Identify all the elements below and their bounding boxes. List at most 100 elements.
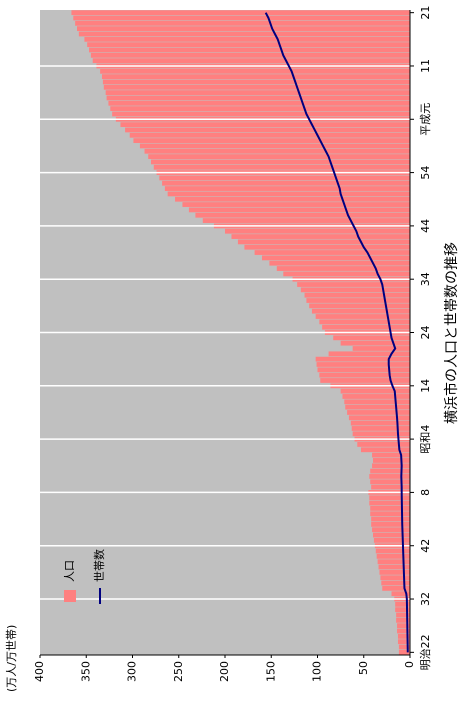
bar [345, 404, 410, 410]
bar [139, 143, 410, 149]
bar [78, 31, 410, 37]
y-tick-label: 200 [218, 661, 231, 682]
bar [373, 537, 410, 543]
bar [244, 244, 410, 250]
bar [120, 122, 410, 128]
bar [133, 138, 411, 143]
bar [108, 100, 410, 106]
bar [328, 351, 411, 357]
bar [151, 159, 410, 165]
bar [311, 308, 411, 314]
bar [237, 239, 410, 245]
bar [103, 84, 410, 90]
x-tick-label: 42 [419, 539, 432, 553]
bar [340, 340, 410, 346]
bar [89, 47, 411, 53]
bar [360, 447, 411, 453]
bar [348, 415, 411, 421]
rotated-chart: 横浜市の人口と世帯数の推移 (万人/万世帯) 0 50 100 150 200 250 30… [5, 6, 460, 692]
bar [371, 484, 410, 490]
x-tick-label: 11 [419, 59, 432, 73]
bar [377, 559, 410, 565]
x-tick-label: 32 [419, 592, 432, 606]
x-tick-label: 24 [419, 326, 432, 340]
legend-label: 世帯数 [93, 549, 106, 582]
bar [382, 585, 410, 591]
bar [231, 234, 410, 239]
x-tick-label: 昭和4 [419, 425, 432, 454]
bar [375, 548, 410, 554]
x-tick-label: 8 [419, 489, 432, 496]
bar [381, 580, 411, 586]
bar [373, 532, 410, 538]
x-tick-label: 平成元 [419, 103, 432, 136]
bar [316, 362, 411, 367]
bar [100, 68, 410, 74]
legend-swatch [64, 590, 76, 602]
bar [175, 196, 410, 202]
bar [164, 186, 410, 191]
bar [319, 319, 411, 325]
bar [309, 303, 410, 309]
bar [370, 479, 411, 485]
bar [101, 74, 410, 80]
bar [369, 495, 410, 501]
y-tick-label: 50 [357, 661, 370, 675]
bar [372, 452, 411, 458]
bar [71, 10, 410, 16]
bar [352, 431, 410, 437]
bar [372, 527, 411, 533]
bar [380, 575, 410, 581]
bar [379, 569, 411, 575]
bar [254, 250, 410, 255]
y-tick-label: 300 [126, 661, 139, 682]
bar [317, 367, 410, 373]
chart-title: 横浜市の人口と世帯数の推移 [443, 242, 460, 424]
bar [340, 388, 410, 394]
bar [351, 426, 411, 431]
line [264, 12, 409, 653]
bar [106, 95, 410, 101]
bar [148, 154, 410, 159]
bar [202, 218, 410, 223]
bar [322, 324, 410, 330]
bar [73, 15, 411, 21]
bar [369, 500, 410, 506]
bar [304, 292, 410, 298]
bar [167, 191, 410, 197]
bar [369, 474, 410, 479]
bar [344, 399, 411, 405]
bar [378, 564, 410, 570]
y-tick-label: 0 [403, 661, 416, 668]
bar [306, 298, 410, 303]
bar [319, 372, 411, 378]
y-tick-label: 350 [79, 661, 92, 682]
bar [195, 212, 410, 218]
bar [269, 260, 410, 266]
bar [153, 164, 410, 170]
bar [376, 553, 411, 559]
x-tick-label: 54 [419, 166, 432, 180]
bar [125, 127, 410, 133]
bar [371, 516, 410, 522]
bar [188, 207, 410, 213]
bar [87, 42, 411, 48]
bar [350, 420, 410, 426]
legend-label: 人口 [63, 560, 76, 582]
x-tick-label: 明治22 [418, 634, 432, 670]
bar [84, 36, 411, 42]
bar [370, 468, 411, 474]
bar [105, 90, 411, 96]
bar [112, 111, 411, 117]
bar [297, 282, 410, 287]
x-tick-label: 14 [419, 379, 432, 393]
bar [357, 442, 410, 447]
bar [90, 52, 410, 58]
bar [300, 287, 411, 293]
bar [371, 522, 410, 527]
bar [262, 255, 410, 261]
bar [129, 132, 410, 138]
bar [315, 356, 410, 362]
bar [182, 202, 410, 207]
